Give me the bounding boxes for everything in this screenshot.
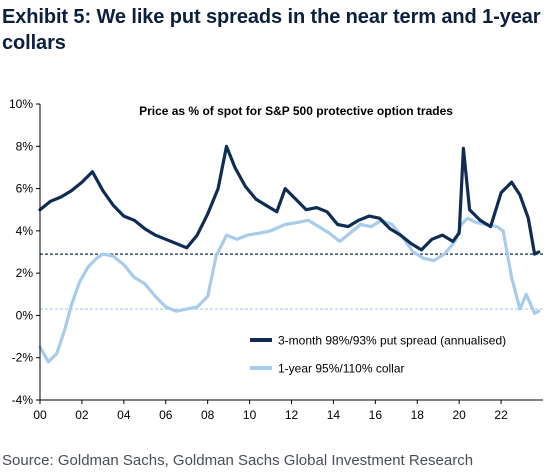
- x-tick-label: 06: [159, 408, 173, 422]
- y-tick-label: -4%: [12, 393, 34, 407]
- x-tick-label: 18: [411, 408, 425, 422]
- y-tick-label: 4%: [16, 224, 34, 238]
- x-tick-label: 16: [369, 408, 383, 422]
- x-tick-label: 20: [452, 408, 466, 422]
- legend: 3-month 98%/93% put spread (annualised) 1…: [250, 334, 506, 376]
- y-tick-label: -2%: [12, 351, 34, 365]
- y-tick-label: 0%: [16, 308, 34, 322]
- x-tick-label: 04: [117, 408, 131, 422]
- series-line-put-spread: [38, 144, 541, 256]
- y-tick-label: 10%: [9, 97, 33, 111]
- chart-container: Price as % of spot for S&P 500 protectiv…: [0, 88, 550, 440]
- y-tick-label: 6%: [16, 182, 34, 196]
- x-tick-label: 14: [327, 408, 341, 422]
- reference-lines: [40, 253, 543, 310]
- series-line-collar: [38, 216, 541, 364]
- x-tick-label: 02: [75, 408, 89, 422]
- line-chart: Price as % of spot for S&P 500 protectiv…: [9, 97, 543, 422]
- legend-label: 1-year 95%/110% collar: [278, 362, 405, 376]
- legend-label: 3-month 98%/93% put spread (annualised): [278, 334, 506, 348]
- x-tick-label: 08: [201, 408, 215, 422]
- chart-title: Price as % of spot for S&P 500 protectiv…: [139, 104, 453, 118]
- x-tick-label: 10: [243, 408, 257, 422]
- x-tick-label: 12: [285, 408, 299, 422]
- axes: -4% -2% 0% 2% 4% 6% 8% 10% 00 02 04 06 08 10 12 14 16 18 2…: [9, 97, 543, 422]
- y-tick-label: 2%: [16, 266, 34, 280]
- x-tick-label: 00: [33, 408, 47, 422]
- source-note: Source: Goldman Sachs, Goldman Sachs Glo…: [2, 452, 474, 469]
- x-tick-label: 22: [494, 408, 508, 422]
- y-tick-label: 8%: [16, 139, 34, 153]
- exhibit-title: Exhibit 5: We like put spreads in the ne…: [2, 6, 541, 54]
- series-layer: [38, 144, 541, 364]
